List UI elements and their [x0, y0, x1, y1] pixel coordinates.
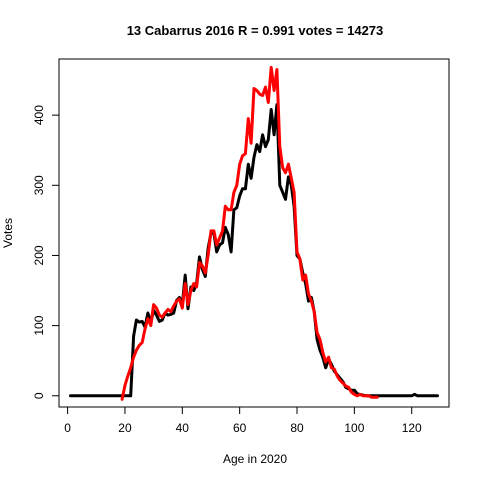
x-tick-label: 120 [402, 421, 422, 435]
y-tick-label: 0 [32, 392, 46, 399]
y-tick-label: 200 [32, 245, 46, 265]
x-tick-label: 20 [118, 421, 132, 435]
series-layer [69, 65, 439, 401]
x-tick-label: 100 [344, 421, 364, 435]
y-tick-label: 300 [32, 175, 46, 195]
x-tick-label: 40 [176, 421, 190, 435]
x-axis-label: Age in 2020 [223, 452, 287, 466]
y-tick-label: 400 [32, 105, 46, 125]
y-tick-label: 100 [32, 315, 46, 335]
y-axis-label: Votes [1, 218, 15, 248]
series-line-2 [120, 65, 379, 401]
y-axis: 0 100 200 300 400 [32, 105, 60, 399]
x-axis: 0 20 40 60 80 100 120 [64, 406, 422, 435]
x-tick-label: 0 [64, 421, 71, 435]
x-tick-label: 80 [290, 421, 304, 435]
chart-title: 13 Cabarrus 2016 R = 0.991 votes = 14273 [127, 23, 384, 38]
x-tick-label: 60 [233, 421, 247, 435]
